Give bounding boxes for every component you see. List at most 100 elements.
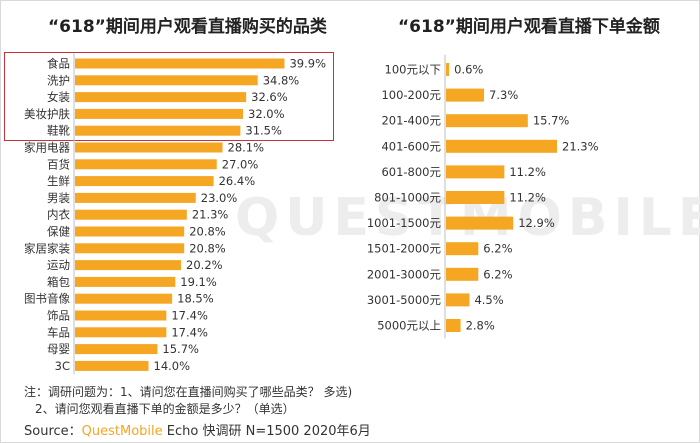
right-chart-title: “618”期间用户观看直播下单金额: [398, 17, 660, 37]
amount-value-label: 4.5%: [474, 293, 503, 307]
amount-bar: [446, 293, 470, 307]
amount-value-label: 11.2%: [509, 165, 546, 179]
category-bar: [75, 293, 173, 304]
category-label: 箱包: [47, 275, 70, 289]
category-label: 食品: [47, 57, 70, 71]
source-prefix: Source：: [24, 424, 82, 439]
category-bar: [75, 226, 185, 237]
category-bar: [75, 310, 167, 321]
amount-value-label: 11.2%: [509, 191, 546, 205]
category-value-label: 17.4%: [171, 325, 208, 339]
category-value-label: 28.1%: [228, 141, 265, 155]
amount-value-label: 15.7%: [533, 114, 570, 128]
category-value-label: 14.0%: [154, 359, 191, 373]
category-label: 家用电器: [24, 141, 70, 155]
category-bar: [75, 58, 285, 69]
category-label: 运动: [47, 258, 70, 272]
amount-label: 3001-5000元: [367, 293, 442, 307]
category-bar: [75, 344, 158, 355]
category-label: 男装: [47, 191, 70, 205]
amount-value-label: 6.2%: [483, 267, 512, 281]
category-bar: [75, 142, 223, 153]
amount-value-label: 12.9%: [518, 216, 555, 230]
category-value-label: 20.8%: [189, 241, 226, 255]
amount-label: 401-600元: [381, 139, 441, 153]
category-bar: [75, 260, 182, 271]
category-bar: [75, 75, 258, 86]
amount-label: 601-800元: [381, 165, 441, 179]
amount-bar: [446, 319, 461, 332]
source-suffix: Echo 快调研 N=1500 2020年6月: [162, 424, 371, 439]
category-label: 洗护: [47, 73, 70, 87]
footnote-line-1: 注：调研问题为：1、请问您在直播间购买了哪些品类？ 多选): [24, 385, 353, 399]
category-bar: [75, 108, 243, 119]
category-value-label: 18.5%: [177, 292, 214, 306]
category-label: 母婴: [47, 342, 70, 356]
category-bar: [75, 125, 241, 136]
amount-label: 100元以下: [385, 63, 441, 77]
category-bar: [75, 360, 149, 371]
category-bar: [75, 159, 217, 170]
category-label: 饰品: [47, 309, 70, 323]
amount-value-label: 21.3%: [562, 139, 599, 153]
amount-value-label: 6.2%: [483, 242, 512, 256]
category-value-label: 27.0%: [222, 157, 259, 171]
amount-label: 1501-2000元: [367, 242, 442, 256]
category-label: 图书音像: [24, 292, 70, 306]
amount-bar: [446, 139, 557, 153]
category-label: 生鲜: [47, 174, 70, 188]
category-label: 美妆护肤: [24, 107, 70, 121]
category-value-label: 32.6%: [251, 90, 288, 104]
source-brand: QuestMobile: [81, 424, 163, 439]
category-bar: [75, 176, 214, 187]
category-value-label: 19.1%: [180, 275, 217, 289]
amount-bar: [446, 63, 450, 76]
source-line: Source：QuestMobile Echo 快调研 N=1500 2020年…: [24, 420, 371, 439]
amount-value-label: 0.6%: [454, 63, 483, 77]
amount-value-label: 2.8%: [466, 319, 495, 333]
amount-value-label: 7.3%: [489, 88, 518, 102]
category-value-label: 20.8%: [189, 225, 226, 239]
category-label: 车品: [47, 325, 70, 339]
amount-label: 100-200元: [381, 88, 441, 102]
category-value-label: 39.9%: [289, 57, 326, 71]
category-label: 内衣: [47, 208, 70, 222]
category-label: 3C: [55, 359, 70, 373]
amount-bar: [446, 114, 528, 128]
category-label: 鞋靴: [47, 124, 70, 138]
amount-label: 2001-3000元: [367, 267, 442, 281]
category-label: 家居家装: [24, 241, 70, 255]
amount-label: 1001-1500元: [367, 216, 442, 230]
top5-highlight-box: [4, 52, 334, 141]
category-label: 保健: [47, 225, 70, 239]
category-value-label: 23.0%: [201, 191, 238, 205]
category-label: 百货: [47, 157, 70, 171]
amount-bar: [446, 216, 514, 230]
amount-label: 801-1000元: [374, 191, 441, 205]
category-bar: [75, 209, 187, 220]
category-value-label: 34.8%: [263, 73, 300, 87]
category-value-label: 20.2%: [186, 258, 223, 272]
category-bar: [75, 243, 185, 254]
category-value-label: 32.0%: [248, 107, 285, 121]
amount-bar: [446, 88, 485, 102]
category-value-label: 15.7%: [162, 342, 199, 356]
category-bar: [75, 192, 196, 203]
amount-bar: [446, 242, 479, 256]
category-value-label: 21.3%: [192, 208, 229, 222]
category-value-label: 26.4%: [219, 174, 256, 188]
amount-label: 201-400元: [381, 114, 441, 128]
category-value-label: 17.4%: [171, 309, 208, 323]
left-chart-title: “618”期间用户观看直播购买的品类: [48, 17, 327, 37]
category-bar: [75, 327, 167, 338]
category-bar: [75, 92, 247, 103]
amount-bar: [446, 165, 505, 179]
category-bar: [75, 276, 176, 287]
amount-bar: [446, 191, 505, 204]
category-label: 女装: [47, 90, 70, 104]
category-value-label: 31.5%: [245, 124, 282, 138]
footnote-line-2: 2、请问您观看直播下单的金额是多少？（单选）: [35, 402, 295, 416]
amount-label: 5000元以上: [377, 319, 441, 333]
amount-bar: [446, 267, 479, 281]
